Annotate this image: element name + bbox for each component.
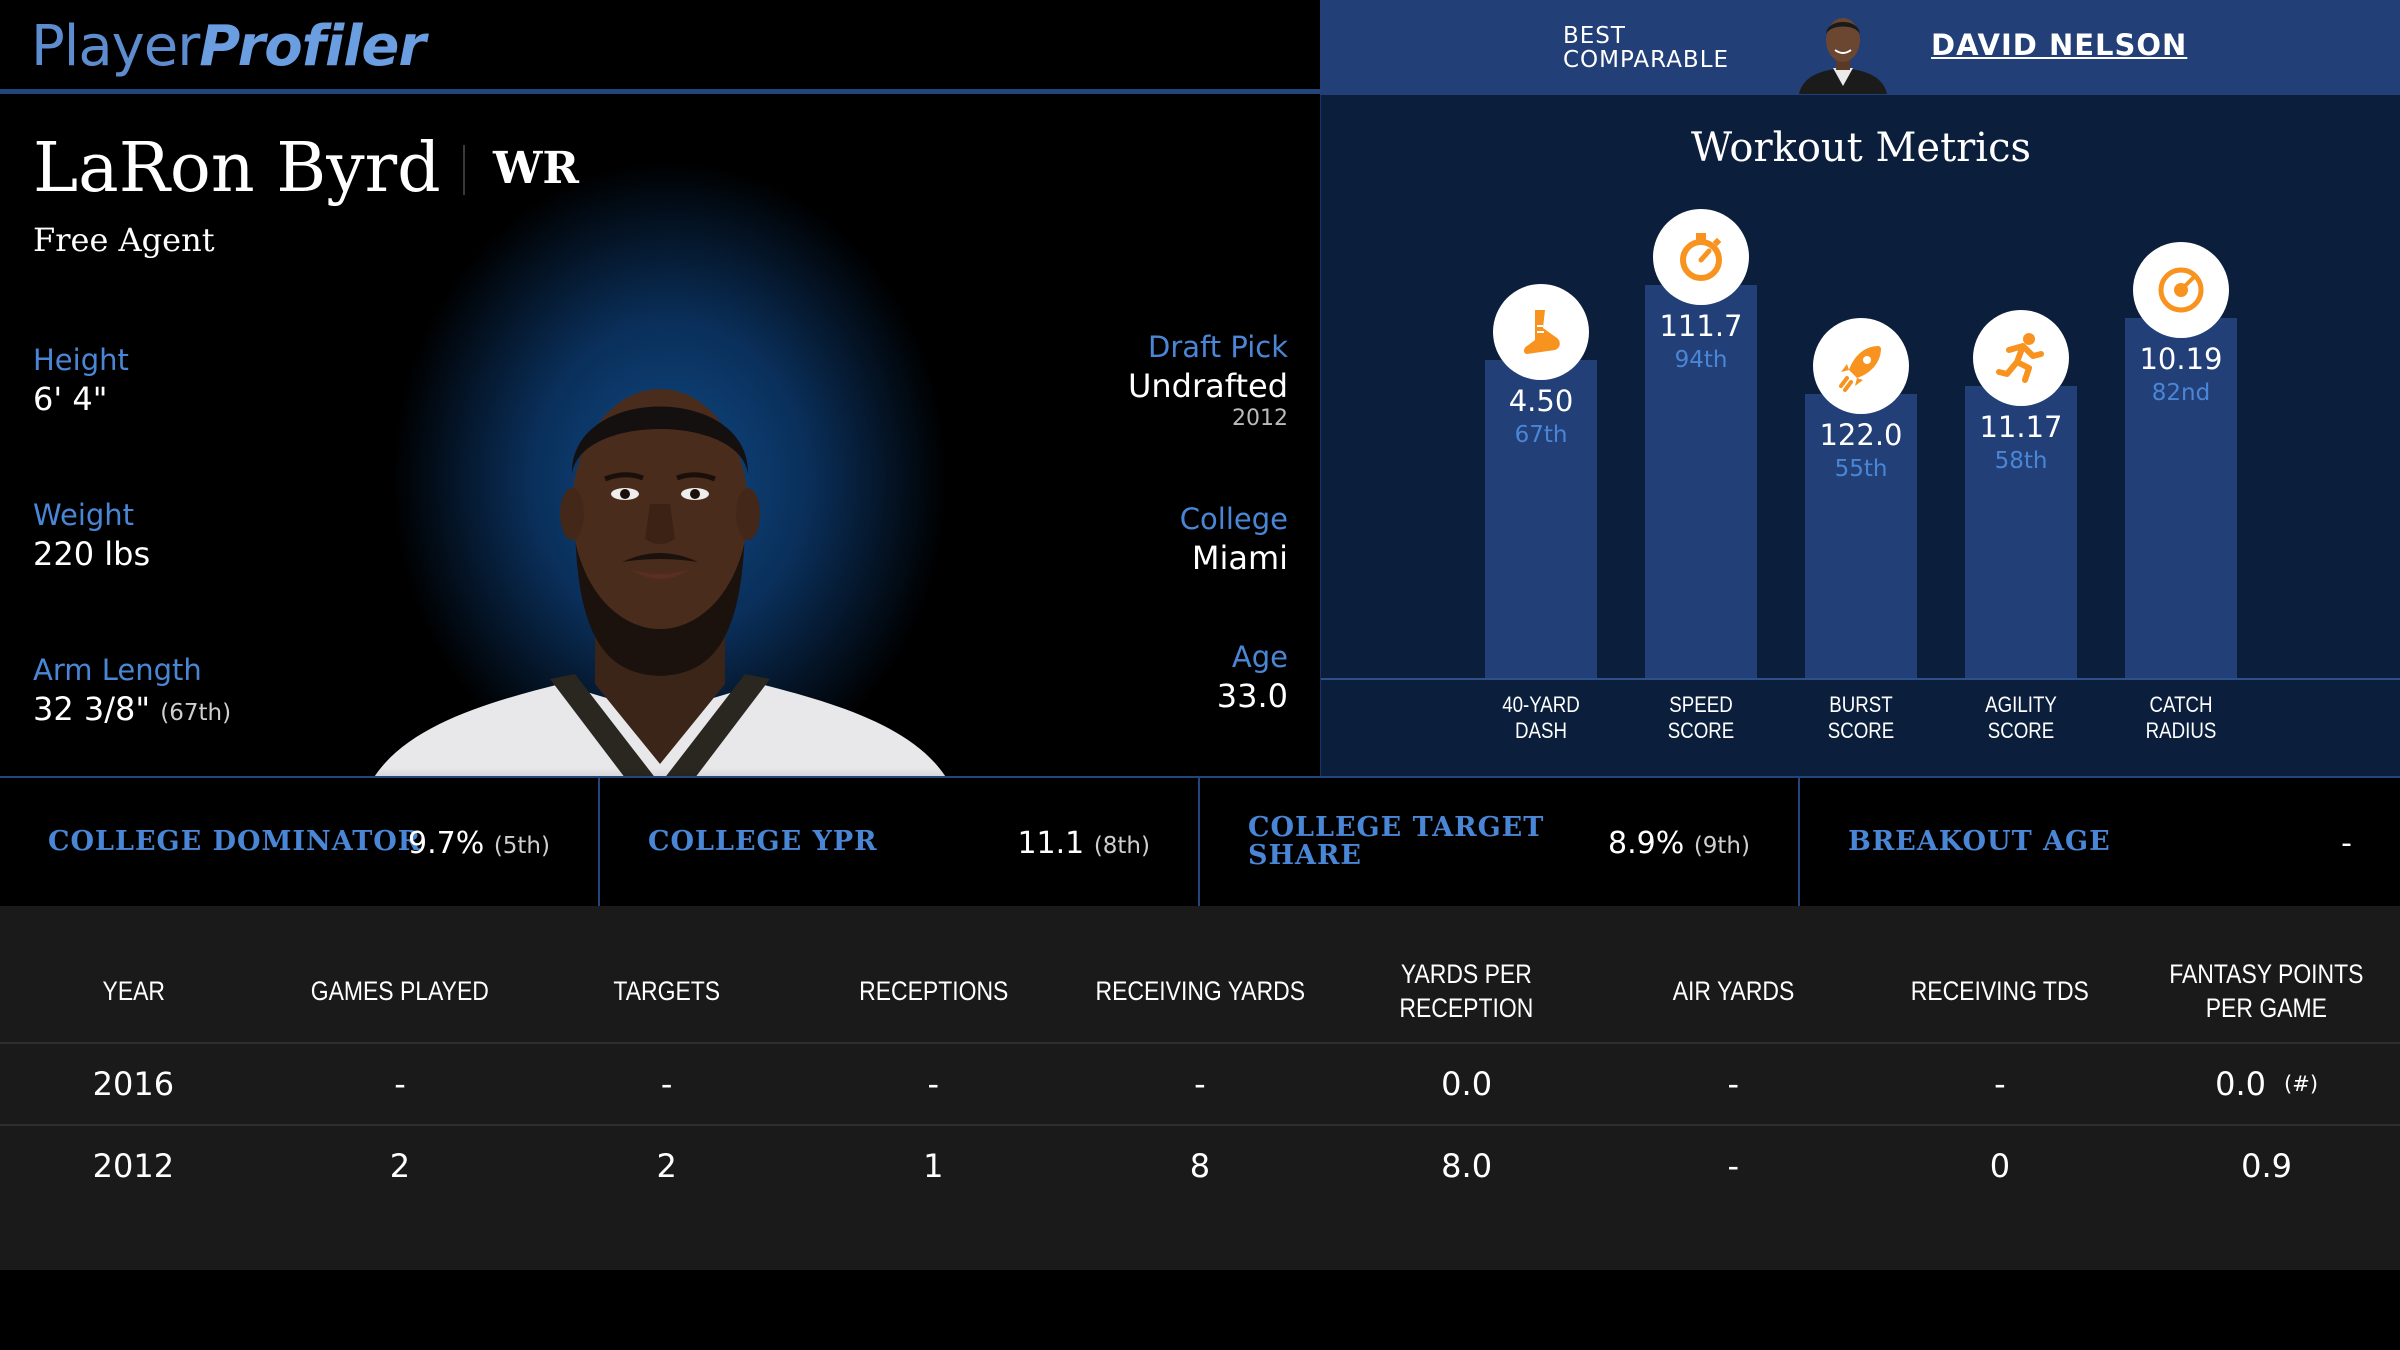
workout-bar-speed-score[interactable]: 111.7 94th xyxy=(1645,285,1757,678)
chart-baseline xyxy=(1321,678,2400,680)
table-cell: - xyxy=(927,1065,940,1103)
college-dominator-value: 9.7% (5th) xyxy=(408,826,550,861)
header-fantasy-points-per-game[interactable]: FANTASY POINTS PER GAME xyxy=(2169,959,2364,1023)
college-ypr-label: COLLEGE YPR xyxy=(648,826,878,857)
page-footer-space xyxy=(0,1270,2400,1350)
workout-bar-catch-radius[interactable]: 10.19 82nd xyxy=(2125,318,2237,678)
arm-length-stat: Arm Length 32 3/8" (67th) xyxy=(33,653,232,728)
player-panel: LaRon Byrd WR Free Agent Height 6' 4" We… xyxy=(0,99,1320,776)
weight-stat: Weight 220 lbs xyxy=(33,498,151,573)
best-comparable-label: BEST COMPARABLE xyxy=(1563,23,1730,73)
table-cell: 2016 xyxy=(92,1065,175,1103)
comparable-player-link[interactable]: DAVID NELSON xyxy=(1931,28,2188,62)
running-shoe-icon xyxy=(1493,284,1589,380)
workout-label-burst-score: BURST SCORE xyxy=(1827,692,1895,743)
table-cell: - xyxy=(1194,1065,1206,1103)
table-row: 2016 - - - - 0.0 - - 0.0 (#) xyxy=(0,1042,2400,1124)
college-dominator-label: COLLEGE DOMINATOR xyxy=(48,826,422,857)
comparable-player-photo xyxy=(1793,6,1893,94)
player-team: Free Agent xyxy=(33,221,215,259)
brand-bar: PlayerProfiler xyxy=(0,0,1320,94)
college-ypr-cell: COLLEGE YPR 11.1 (8th) xyxy=(600,778,1200,906)
player-name: LaRon Byrd xyxy=(33,129,441,208)
workout-label-speed-score: SPEED SCORE xyxy=(1667,692,1735,743)
header-year[interactable]: YEAR xyxy=(102,976,165,1006)
workout-label-agility-score: AGILITY SCORE xyxy=(1985,692,2057,743)
name-divider xyxy=(463,145,465,195)
table-cell: - xyxy=(1727,1147,1740,1185)
table-cell: 8.0 xyxy=(1441,1147,1493,1185)
fantasy-rank-note[interactable]: (#) xyxy=(2284,1072,2319,1096)
workout-label-40-yard-dash: 40-YARD DASH xyxy=(1502,692,1580,743)
workout-label-catch-radius: CATCH RADIUS xyxy=(2145,692,2217,743)
stopwatch-icon xyxy=(1653,209,1749,305)
arm-length-rank: (67th) xyxy=(160,700,232,726)
breakout-age-value: - xyxy=(2341,826,2352,861)
best-comparable-bar: BEST COMPARABLE DAVID NELSON xyxy=(1320,0,2400,95)
header-receptions[interactable]: RECEPTIONS xyxy=(858,976,1008,1006)
table-cell: 2012 xyxy=(92,1147,175,1185)
rocket-icon xyxy=(1813,318,1909,414)
header-games-played[interactable]: GAMES PLAYED xyxy=(310,976,490,1006)
college-target-share-value: 8.9% (9th) xyxy=(1608,826,1750,861)
table-cell: - xyxy=(1994,1065,2006,1103)
college-stats-strip: COLLEGE DOMINATOR 9.7% (5th) COLLEGE YPR… xyxy=(0,776,2400,906)
runner-icon xyxy=(1973,310,2069,406)
age-stat: Age 33.0 xyxy=(1216,640,1288,715)
workout-bar-burst-score[interactable]: 122.0 55th xyxy=(1805,394,1917,678)
workout-bar-40-yard-dash[interactable]: 4.50 67th xyxy=(1485,360,1597,678)
table-cell: 0.0 xyxy=(1441,1065,1493,1103)
table-cell: 0.0 (#) xyxy=(2215,1065,2319,1103)
table-cell: 0.9 xyxy=(2241,1147,2293,1185)
stats-table: YEAR GAMES PLAYED TARGETS RECEPTIONS REC… xyxy=(0,906,2400,1270)
target-icon xyxy=(2133,242,2229,338)
workout-bar-agility-score[interactable]: 11.17 58th xyxy=(1965,386,2077,678)
college-target-share-cell: COLLEGE TARGET SHARE 8.9% (9th) xyxy=(1200,778,1800,906)
table-cell: - xyxy=(660,1065,673,1103)
table-cell: 1 xyxy=(923,1147,944,1185)
table-header-row: YEAR GAMES PLAYED TARGETS RECEPTIONS REC… xyxy=(0,936,2400,1046)
college-ypr-value: 11.1 (8th) xyxy=(1017,826,1150,861)
college-target-share-label: COLLEGE TARGET SHARE xyxy=(1248,812,1545,871)
table-cell: - xyxy=(394,1065,406,1103)
breakout-age-cell: BREAKOUT AGE - xyxy=(1800,778,2400,906)
draft-pick-stat: Draft Pick Undrafted 2012 xyxy=(1127,330,1288,431)
header-targets[interactable]: TARGETS xyxy=(613,976,720,1006)
header-receiving-yards[interactable]: RECEIVING YARDS xyxy=(1095,976,1305,1006)
workout-metrics-title: Workout Metrics xyxy=(1690,125,2032,171)
breakout-age-label: BREAKOUT AGE xyxy=(1848,826,2111,857)
table-cell: 8 xyxy=(1189,1147,1211,1185)
draft-year: 2012 xyxy=(1232,406,1288,431)
table-cell: 0 xyxy=(1989,1147,2011,1185)
college-stat: College Miami xyxy=(1179,502,1288,577)
header-air-yards[interactable]: AIR YARDS xyxy=(1672,976,1795,1006)
player-photo xyxy=(360,344,960,776)
playerprofiler-logo[interactable]: PlayerProfiler xyxy=(31,14,426,79)
table-cell: 2 xyxy=(389,1147,411,1185)
header-receiving-tds[interactable]: RECEIVING TDS xyxy=(1910,976,2089,1006)
header-yards-per-reception[interactable]: YARDS PER RECEPTION xyxy=(1399,959,1534,1023)
height-stat: Height 6' 4" xyxy=(33,343,129,418)
table-cell: - xyxy=(1727,1065,1740,1103)
player-position: WR xyxy=(493,143,579,194)
workout-metrics-panel: Workout Metrics 4.50 67th 40-YARD DASH 1… xyxy=(1320,95,2400,776)
table-cell: 2 xyxy=(656,1147,677,1185)
table-row: 2012 2 2 1 8 8.0 - 0 0.9 xyxy=(0,1124,2400,1206)
college-dominator-cell: COLLEGE DOMINATOR 9.7% (5th) xyxy=(0,778,600,906)
